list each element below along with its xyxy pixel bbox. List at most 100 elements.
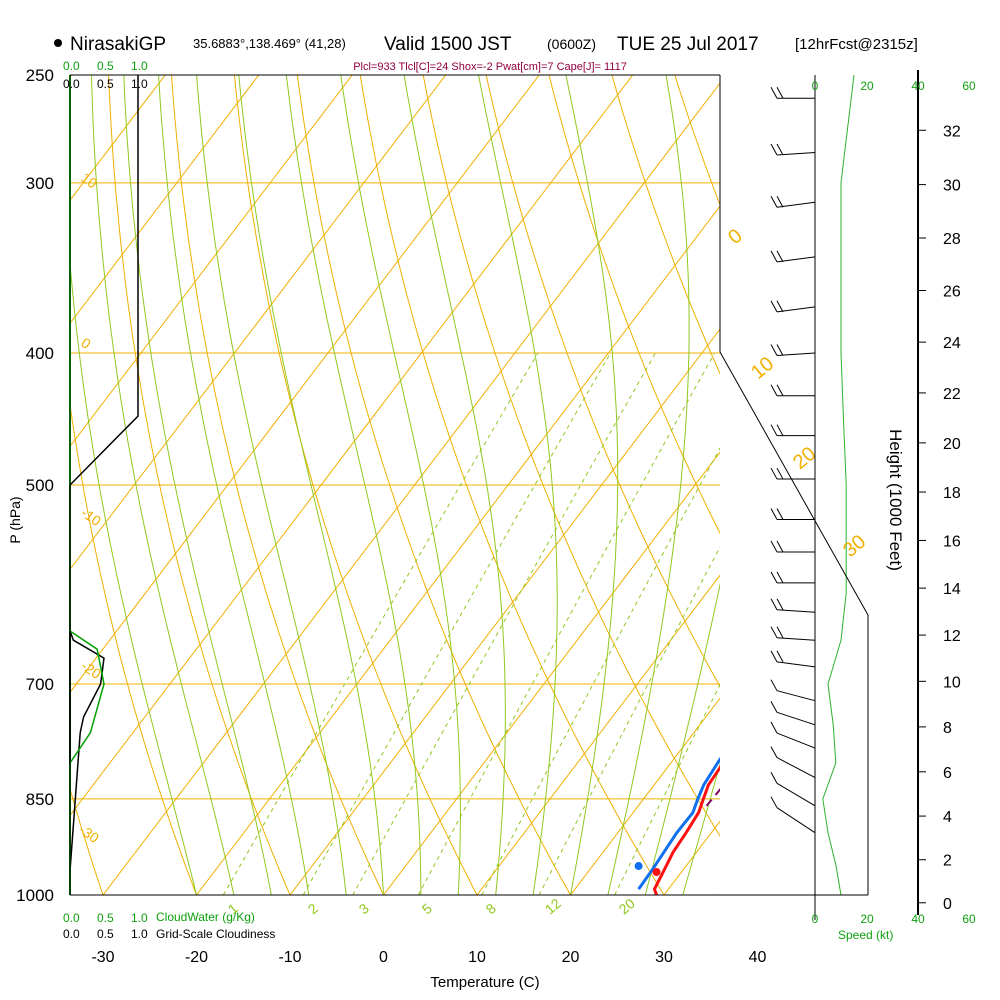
isotherm-label: 0: [724, 225, 747, 249]
cloudiness-label: Grid-Scale Cloudiness: [156, 927, 275, 941]
pressure-tick: 300: [26, 174, 54, 193]
wind-barb: [770, 424, 815, 437]
temperature-tick: 10: [468, 949, 486, 966]
wind-barb-flag2: [776, 598, 784, 610]
wind-barb-flag2: [776, 571, 784, 584]
dry-adiabat: [296, 75, 572, 895]
wind-barb-flag2: [776, 196, 784, 208]
mixing-ratio-line: [222, 352, 539, 895]
wind-barb: [770, 746, 816, 779]
cloudiness-lower-profile: [69, 630, 105, 871]
isotherm--70: [70, 75, 353, 448]
isotherm-20: [570, 697, 720, 895]
speed-top-tick: 40: [911, 79, 925, 93]
wind-barb: [770, 196, 816, 208]
height-axis-label: Height (1000 Feet): [886, 429, 905, 571]
wind-barb: [770, 300, 816, 313]
temperature-tick: 30: [655, 949, 673, 966]
height-tick-label: 12: [943, 628, 961, 645]
wind-barb: [770, 626, 816, 641]
wind-barb: [770, 701, 816, 726]
mixing-ratio-label: 3: [356, 900, 372, 917]
mixing-ratio-label: 12: [542, 895, 564, 917]
pressure-tick: 1000: [16, 886, 54, 905]
wind-barb: [770, 344, 816, 357]
wind-barb-flag2: [776, 250, 784, 263]
wind-barb-flag: [770, 540, 778, 553]
plot-frame: [69, 74, 869, 896]
wind-barb-flag2: [776, 650, 784, 663]
pressure-tick: 500: [26, 476, 54, 495]
isotherm-label: 0: [78, 334, 94, 352]
height-tick-label: 28: [943, 231, 961, 248]
stability-indices: Plcl=933 Tlcl[C]=24 Shox=-2 Pwat[cm]=7 C…: [353, 61, 627, 73]
wind-barb-flag: [770, 701, 778, 713]
speed-bottom-tick: 0: [812, 912, 819, 926]
isotherm--80: [70, 75, 260, 325]
wind-barb-staff: [776, 807, 816, 834]
height-tick-label: 18: [943, 485, 961, 502]
frame-diagonal: [719, 351, 869, 895]
wind-barb-flag: [770, 300, 778, 313]
isotherm-0: [383, 451, 720, 895]
mixing-ratio-line: [302, 352, 611, 895]
height-tick-label: 14: [943, 581, 961, 598]
dry-adiabat: [422, 75, 720, 837]
wind-barb-flag: [770, 143, 778, 156]
isotherm-40: [758, 51, 1000, 895]
wind-barb-flag2: [776, 626, 784, 638]
cloud-axis-top-tick: 0.5: [97, 77, 114, 91]
mixing-ratio-line: [481, 447, 720, 895]
mixing-ratio-label: 20: [616, 895, 638, 917]
wind-barb: [770, 86, 815, 99]
wind-barb-staff: [776, 690, 816, 702]
isotherm--30: [102, 82, 720, 895]
wind-barb-staff: [776, 711, 816, 726]
speed-bottom-tick: 60: [962, 912, 976, 926]
wind-barb-flag: [770, 679, 778, 691]
temperature-tick: -10: [278, 949, 301, 966]
isotherm--50: [70, 75, 540, 694]
moist-adiabat: [607, 75, 690, 895]
height-tick-label: 24: [943, 335, 961, 352]
dry-adiabat: [978, 51, 1000, 924]
wind-barb-flag2: [776, 540, 784, 553]
pressure-tick: 400: [26, 344, 54, 363]
valid-date: TUE 25 Jul 2017: [617, 34, 759, 55]
isotherm--10: [289, 328, 720, 895]
wind-barb-staff: [776, 782, 816, 807]
cloudwater-label: CloudWater (g/Kg): [156, 910, 255, 924]
cloud-axis-bottom-tick: 0.5: [97, 927, 114, 941]
moist-adiabat: [70, 257, 197, 895]
moist-adiabat: [90, 75, 235, 895]
wind-barb-staff: [776, 757, 816, 779]
speed-axis-label: Speed (kt): [838, 928, 893, 942]
moist-adiabat: [123, 75, 272, 895]
isotherm-10: [476, 574, 720, 895]
dry-adiabat: [233, 75, 478, 895]
moist-adiabat: [403, 75, 506, 895]
moist-adiabat: [682, 762, 720, 895]
mixing-ratio-line: [538, 545, 720, 895]
wind-barb: [770, 598, 816, 613]
wind-barb: [770, 721, 816, 749]
dry-adiabat: [70, 400, 198, 895]
wind-barb: [770, 384, 815, 397]
cloud-axis-bottom-tick: 1.0: [131, 911, 148, 925]
dry-adiabat: [170, 75, 385, 895]
isotherm--60: [70, 75, 447, 571]
axis-labels: 1 2 3 5 8 12 20100-10-20-300102030250300400500…: [16, 59, 976, 966]
dry-adiabat: [70, 786, 104, 895]
wind-barb: [770, 250, 816, 263]
wind-barb-flag: [770, 650, 778, 663]
isotherm-label: 30: [839, 531, 870, 562]
wind-barb-staff: [776, 637, 816, 641]
wind-barb: [770, 540, 815, 553]
valid-utc: (0600Z): [547, 36, 596, 52]
wind-barb-flag: [770, 424, 778, 436]
dewpoint-line: [637, 756, 720, 890]
wind-barb-flag: [770, 508, 778, 520]
moist-adiabat: [340, 75, 461, 895]
temperature-line: [653, 765, 720, 895]
